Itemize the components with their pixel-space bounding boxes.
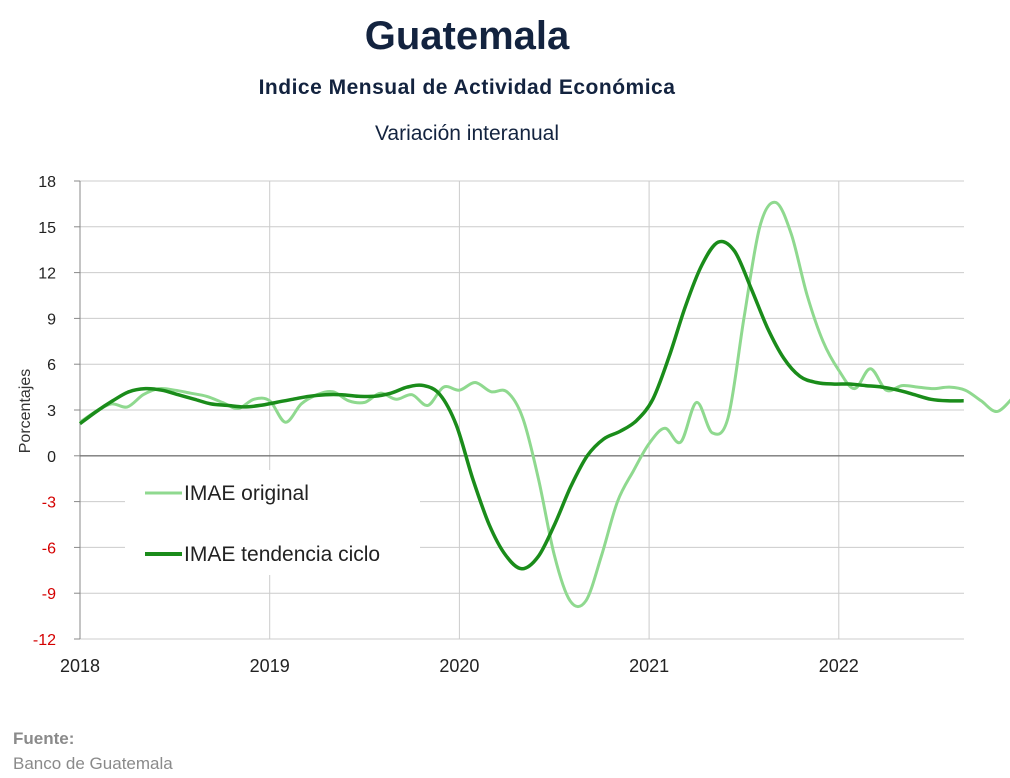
x-tick-label: 2020 xyxy=(439,656,479,676)
axes xyxy=(74,180,964,640)
y-axis-label: Porcentajes xyxy=(17,369,34,454)
chart-subtitle: Indice Mensual de Actividad Económica xyxy=(258,76,676,99)
chart-subsubtitle: Variación interanual xyxy=(374,122,560,145)
y-tick-label: 6 xyxy=(47,357,56,374)
source-value: Banco de Guatemala xyxy=(13,754,173,773)
y-tick-label: -12 xyxy=(33,632,56,649)
series xyxy=(78,200,1010,609)
y-tick-label: 18 xyxy=(38,174,56,191)
y-tick-label: 3 xyxy=(47,403,56,420)
x-tick-label: 2018 xyxy=(60,656,100,676)
y-tick-label: -6 xyxy=(42,540,56,557)
source-label: Fuente: xyxy=(13,729,75,748)
legend-label-original: IMAE original xyxy=(184,482,309,505)
x-tick-label: 2019 xyxy=(250,656,290,676)
x-tick-label: 2022 xyxy=(819,656,859,676)
chart-title: Guatemala xyxy=(364,14,570,58)
series-line-imae-tendencia-ciclo xyxy=(78,239,964,571)
x-tick-label: 2021 xyxy=(629,656,669,676)
y-tick-label: 12 xyxy=(38,266,56,283)
series-line-imae-original xyxy=(79,200,1010,609)
legend: IMAE original IMAE tendencia ciclo xyxy=(125,470,420,575)
legend-background xyxy=(125,470,420,575)
y-tick-label: 0 xyxy=(47,449,56,466)
y-tick-label: -9 xyxy=(42,586,56,603)
y-tick-label: -3 xyxy=(42,495,56,512)
legend-label-trend: IMAE tendencia ciclo xyxy=(184,543,380,566)
y-tick-label: 9 xyxy=(47,311,56,328)
y-tick-label: 15 xyxy=(38,220,56,237)
